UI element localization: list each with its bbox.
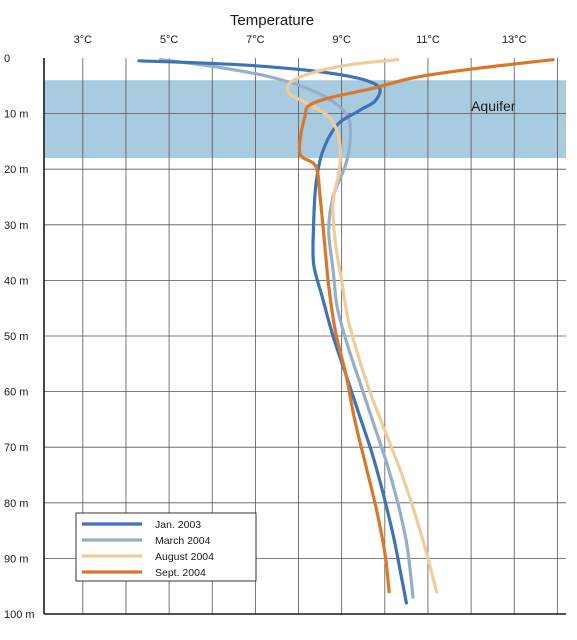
x-tick-label: 13°C [502, 34, 527, 46]
series-line-sept-2004 [297, 58, 555, 594]
x-tick-label: 11°C [416, 34, 440, 46]
series-line-jan-2003 [137, 59, 408, 605]
legend: Jan. 2003 March 2004 August 2004 Sept. 2004 [75, 512, 257, 582]
legend-label-jan-2003: Jan. 2003 [155, 519, 201, 531]
series-line-march-2004 [158, 58, 415, 599]
series-layer [137, 58, 555, 605]
y-tick-label: 100 m [4, 609, 35, 621]
y-tick-label: 30 m [4, 220, 28, 232]
y-tick-label: 20 m [4, 164, 28, 176]
x-tick-label: 5°C [160, 34, 179, 46]
x-tick-labels: 3°C 5°C 7°C 9°C 11°C 13°C [74, 34, 527, 46]
grid-layer [44, 58, 566, 614]
aquifer-label: Aquifer [471, 98, 516, 114]
legend-label-march-2004: March 2004 [155, 535, 211, 547]
y-tick-label: 40 m [4, 275, 28, 287]
axis-layer [43, 58, 566, 615]
x-tick-label: 3°C [74, 34, 93, 46]
y-tick-label: 10 m [4, 109, 28, 121]
chart-title: Temperature [230, 12, 314, 29]
x-tick-label: 9°C [332, 34, 351, 46]
y-tick-label: 80 m [4, 498, 28, 510]
legend-label-sept-2004: Sept. 2004 [155, 567, 206, 579]
y-tick-label: 90 m [4, 553, 28, 565]
y-tick-label: 70 m [4, 442, 28, 454]
x-tick-label: 7°C [246, 34, 265, 46]
y-tick-labels: 0 10 m 20 m 30 m 40 m 50 m 60 m 70 m 80 m 90 m 100… [4, 53, 35, 621]
y-tick-label: 50 m [4, 331, 28, 343]
y-tick-label: 0 [4, 53, 10, 65]
y-tick-label: 60 m [4, 387, 28, 399]
series-line-august-2004 [285, 58, 439, 594]
legend-label-august-2004: August 2004 [155, 551, 214, 563]
